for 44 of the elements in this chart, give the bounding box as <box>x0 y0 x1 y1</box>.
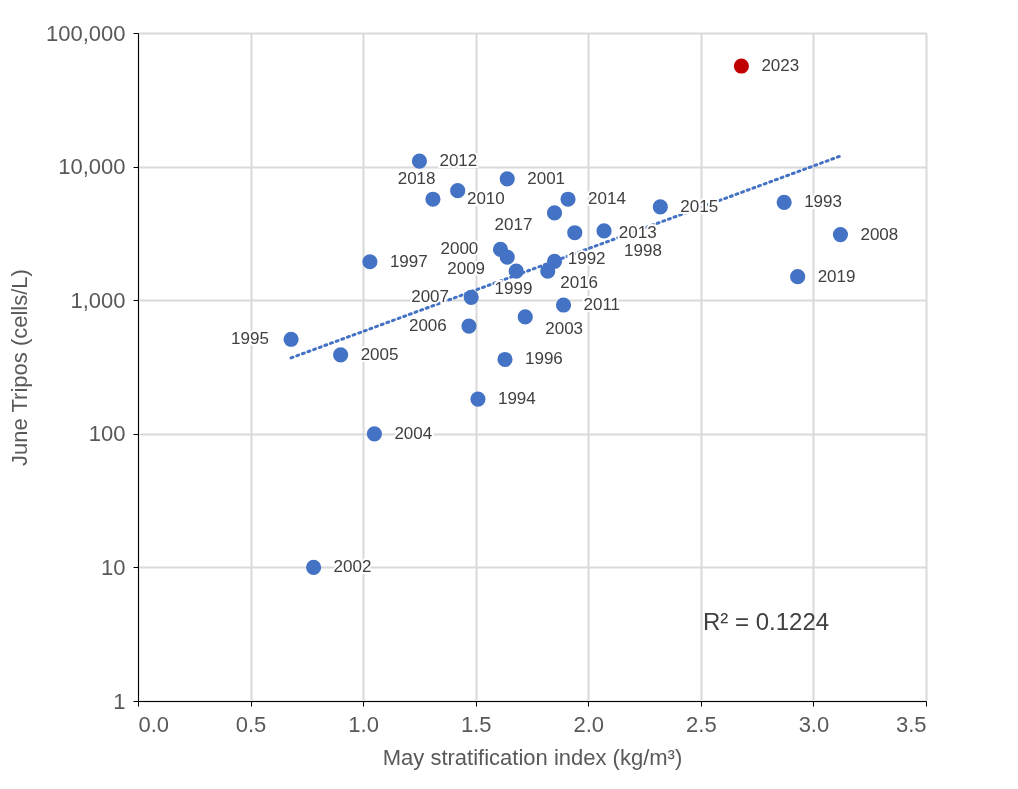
annotation: 1997 <box>389 251 428 271</box>
annotation: 2008 <box>860 224 899 244</box>
annotation: 2017 <box>494 214 533 234</box>
annotation: 2012 <box>439 151 478 171</box>
y-tick-label: 1,000 <box>70 287 126 313</box>
annotation: 2007 <box>411 287 450 307</box>
annotation: 2000 <box>440 239 479 259</box>
annotation: 2016 <box>560 273 599 293</box>
y-tick-label: 1 <box>113 688 126 714</box>
annotation: 2004 <box>394 423 433 443</box>
x-tick-label: 3.5 <box>895 711 927 737</box>
annotation: 1994 <box>497 389 536 409</box>
y-axis-title: June Tripos (cells/L) <box>6 269 32 466</box>
annotation: 2018 <box>397 168 436 188</box>
y-tick-label: 100,000 <box>45 20 126 46</box>
annotation: 1996 <box>524 349 563 369</box>
annotation: 2006 <box>408 316 447 336</box>
annotation: 2001 <box>527 168 566 188</box>
annotation: 2003 <box>545 318 584 338</box>
y-tick-label: 10,000 <box>58 154 126 180</box>
x-tick-label: 2.5 <box>686 711 717 737</box>
x-tick-label: 0.5 <box>235 711 267 737</box>
annotation: 1993 <box>804 192 842 212</box>
annotation: 1999 <box>494 279 533 299</box>
annotation: 2005 <box>360 344 399 364</box>
annotation: 2010 <box>466 189 505 209</box>
annotation: 2011 <box>583 295 621 315</box>
annotation: 1992 <box>567 249 606 269</box>
annotation: 2002 <box>333 557 372 577</box>
x-tick-label: 3.0 <box>798 711 830 737</box>
annotation: 2014 <box>588 189 626 209</box>
x-tick-label: 1.5 <box>460 711 492 737</box>
x-axis-title: May stratification index (kg/m³) <box>382 744 683 770</box>
x-tick-label: 1.0 <box>348 711 379 737</box>
x-tick-label: 2.0 <box>573 711 605 737</box>
annotation: 2023 <box>761 56 800 76</box>
y-tick-label: 10 <box>101 554 126 580</box>
annotation: 1995 <box>231 329 269 349</box>
annotation: R² = 0.1224 <box>703 608 830 635</box>
annotation: 2019 <box>817 266 856 286</box>
y-tick-label: 100 <box>88 421 126 447</box>
x-tick-label: 0.0 <box>138 711 170 737</box>
annotation: 1998 <box>624 240 662 260</box>
annotation: 2009 <box>447 259 486 279</box>
